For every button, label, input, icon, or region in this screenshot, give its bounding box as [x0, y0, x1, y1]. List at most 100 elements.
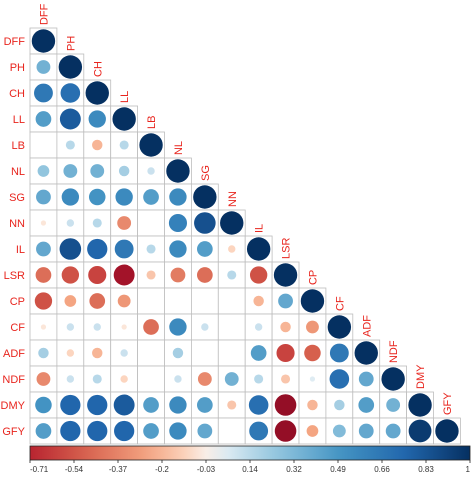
correlation-circle — [120, 375, 128, 383]
correlation-circle — [118, 165, 130, 177]
correlation-circle — [358, 397, 375, 413]
correlation-circle — [408, 419, 432, 443]
colorbar-tick-label: 0.83 — [418, 465, 434, 474]
column-label-cp: CP — [307, 270, 319, 285]
correlation-circle — [119, 140, 129, 150]
cell — [137, 287, 165, 315]
correlation-circle — [435, 419, 459, 443]
correlation-circle — [249, 421, 269, 441]
cell — [217, 287, 246, 315]
correlation-circle — [169, 422, 187, 440]
row-labels: DFF PH CH LL LB NL SG NN IL LSR CP CF ADF NDF DMY GFY — [1, 36, 26, 438]
correlation-circle — [168, 213, 188, 233]
colorbar-gradient — [29, 445, 471, 461]
correlation-circle — [117, 216, 132, 230]
correlation-circle — [381, 367, 405, 391]
correlation-circle — [37, 165, 50, 177]
column-label-lb: LB — [146, 116, 158, 129]
correlation-circle — [40, 324, 47, 330]
cell — [190, 287, 219, 315]
correlation-circle — [114, 239, 134, 259]
correlation-circle — [280, 321, 291, 333]
correlation-circle — [169, 318, 187, 336]
correlation-circle — [172, 347, 184, 359]
correlation-circle — [254, 323, 263, 331]
correlation-circle — [117, 294, 131, 308]
correlation-circle — [276, 343, 295, 363]
row-label-dff: DFF — [4, 36, 26, 48]
column-label-dmy: DMY — [415, 364, 427, 389]
row-label-cp: CP — [10, 296, 25, 308]
colorbar-tick-label: -0.71 — [30, 465, 49, 474]
correlation-circle — [306, 320, 319, 334]
correlation-circle — [66, 323, 75, 331]
correlation-circle — [197, 267, 213, 283]
correlation-circle — [307, 399, 318, 411]
column-label-gfy: GFY — [442, 392, 454, 415]
correlation-circle — [65, 140, 75, 150]
column-label-nn: NN — [227, 191, 239, 207]
correlation-circle — [197, 372, 212, 386]
correlation-circle — [329, 369, 350, 389]
correlation-circle — [92, 218, 102, 228]
cell — [190, 339, 219, 367]
colorbar-tick-label: 0.14 — [242, 465, 258, 474]
cell — [217, 339, 246, 367]
correlation-circle — [61, 266, 80, 284]
correlation-circle — [36, 189, 51, 205]
correlation-circle — [197, 241, 213, 257]
correlation-circle — [273, 263, 298, 287]
correlation-circle — [36, 372, 51, 386]
column-label-ch: CH — [92, 61, 104, 77]
correlation-circles — [31, 29, 459, 443]
correlation-circle — [246, 237, 271, 261]
colorbar-tick-label: -0.2 — [155, 465, 169, 474]
correlation-circle — [139, 133, 163, 157]
correlation-circle — [306, 425, 319, 437]
correlation-circle — [59, 108, 81, 130]
correlation-circle — [278, 293, 293, 309]
correlation-circle — [35, 111, 52, 127]
correlation-circle — [224, 372, 239, 386]
correlation-circle — [31, 29, 56, 53]
correlation-circle — [201, 323, 209, 331]
correlation-circle — [63, 164, 78, 178]
row-label-sg: SG — [9, 192, 25, 204]
colorbar-tick-label: 0.49 — [330, 465, 346, 474]
correlation-circle — [146, 270, 156, 280]
cell — [29, 131, 58, 159]
correlation-circle — [170, 267, 186, 283]
correlation-circle — [92, 347, 103, 359]
correlation-circle — [281, 374, 291, 384]
correlation-circle — [169, 396, 187, 414]
cell — [29, 183, 58, 211]
correlation-circle — [358, 423, 374, 439]
correlation-circle — [386, 398, 401, 412]
row-label-lb: LB — [12, 140, 25, 152]
column-label-lsr: LSR — [281, 238, 293, 259]
colorbar-tick-label: 0.66 — [374, 465, 390, 474]
correlation-circle — [334, 399, 345, 411]
row-label-ndf: NDF — [2, 374, 25, 386]
cell — [137, 209, 165, 237]
column-label-dff: DFF — [38, 3, 50, 25]
correlation-circle — [327, 315, 352, 339]
cell — [164, 287, 192, 315]
cell — [137, 365, 165, 393]
cell — [217, 417, 246, 445]
correlation-circle — [250, 345, 267, 361]
correlation-circle — [143, 397, 159, 413]
colorbar-tick-label: -0.03 — [197, 465, 216, 474]
correlation-circle — [66, 349, 75, 357]
correlation-circle — [143, 189, 159, 205]
correlation-circle — [88, 110, 106, 128]
correlation-circle — [248, 395, 269, 415]
correlation-circle — [227, 270, 237, 280]
correlation-circle — [385, 423, 401, 439]
correlation-circle — [113, 264, 135, 286]
correlation-circle — [274, 420, 297, 442]
correlation-circle — [194, 212, 216, 234]
colorbar-tick-label: 0.32 — [286, 465, 302, 474]
cell — [298, 313, 327, 341]
correlation-circle — [115, 188, 133, 206]
